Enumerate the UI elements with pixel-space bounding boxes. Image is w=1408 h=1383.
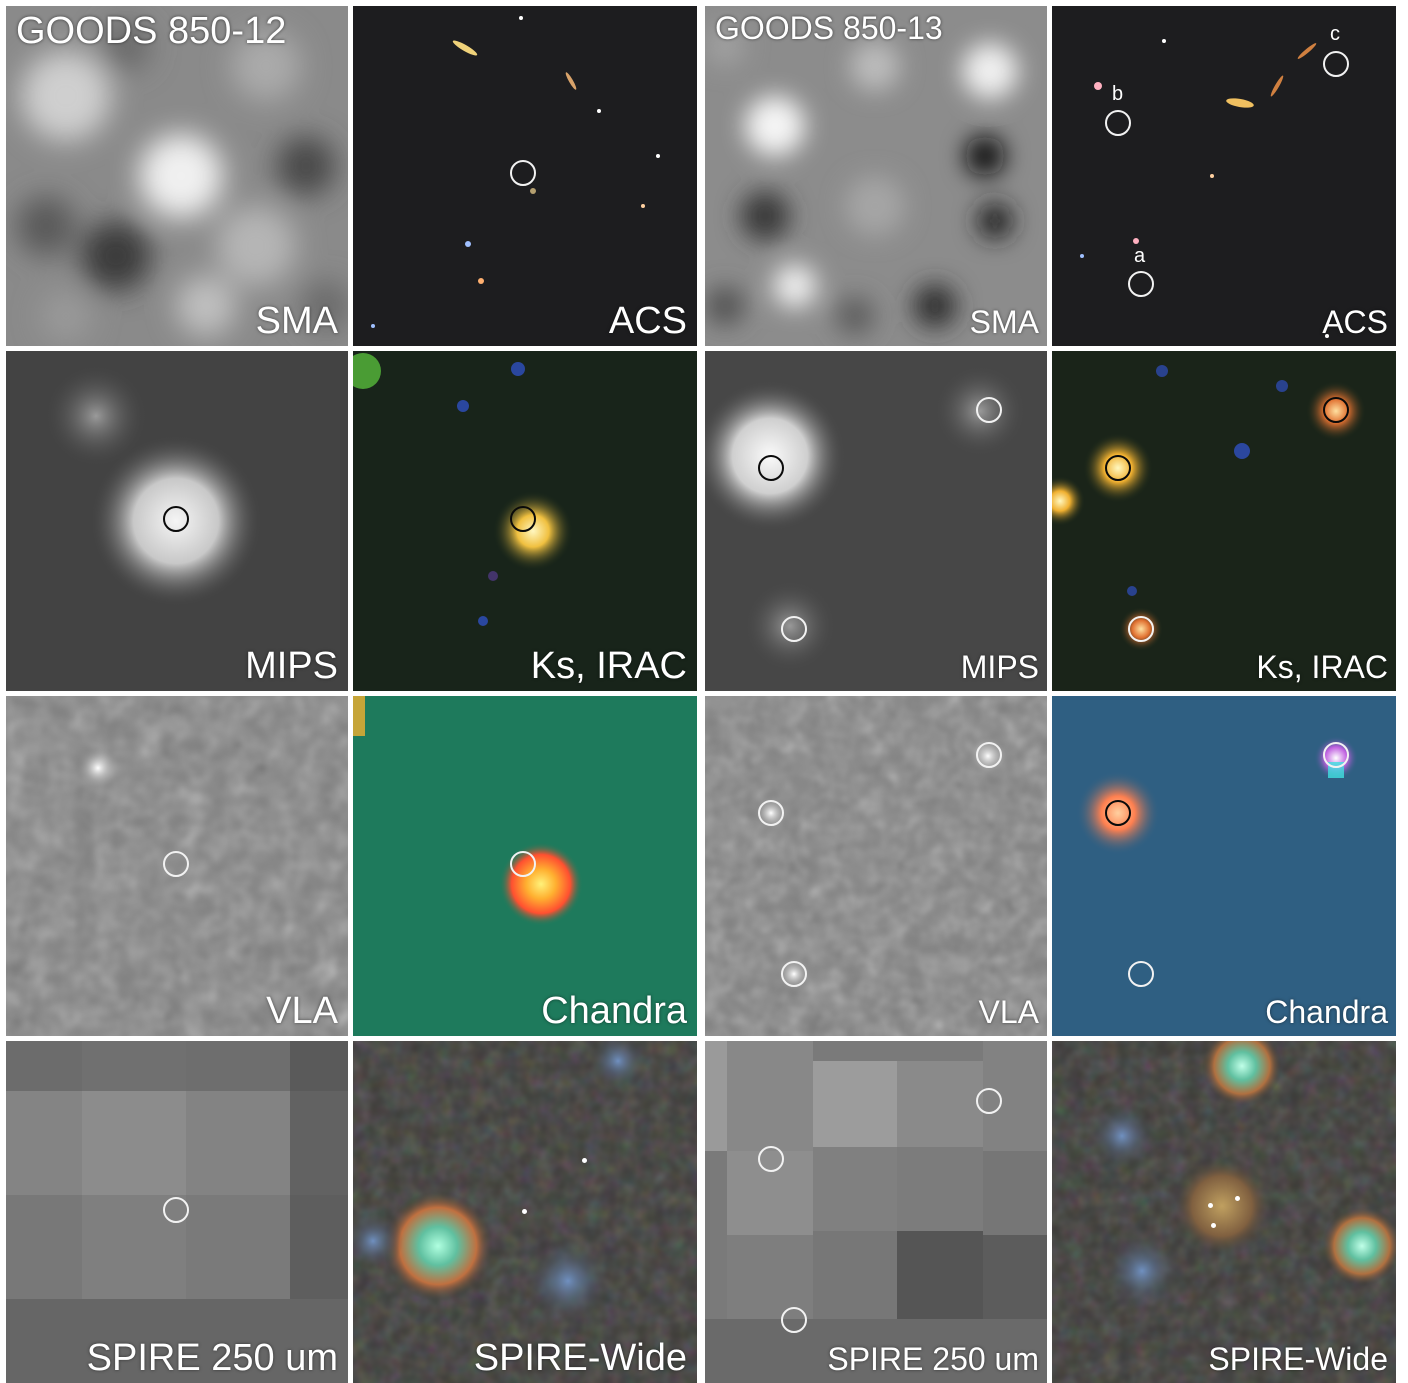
source-marker [1128, 961, 1154, 987]
panel-chandra-850-12: Chandra [353, 696, 697, 1036]
source-marker [163, 851, 189, 877]
panel-spire250-850-13: SPIRE 250 um [705, 1041, 1047, 1383]
panel-spirewide-850-12: SPIRE-Wide [353, 1041, 697, 1383]
panel-label: SPIRE 250 um [827, 1341, 1039, 1377]
panel-label: SMA [969, 304, 1039, 340]
spire250-image [705, 1041, 1047, 1383]
source-title: GOODS 850-13 [715, 10, 943, 46]
source-dot [522, 1209, 527, 1214]
source-marker [758, 1146, 784, 1172]
source-dot [1208, 1203, 1213, 1208]
panel-label: Chandra [541, 990, 687, 1032]
source-marker [1128, 616, 1154, 642]
panel-irac-850-13: Ks, IRAC [1052, 351, 1396, 691]
source-marker [976, 1088, 1002, 1114]
source-marker [510, 851, 536, 877]
panel-label: MIPS [245, 645, 338, 687]
spirewide-image [1052, 1041, 1396, 1383]
panel-mips-850-12: MIPS [6, 351, 348, 691]
panel-label: ACS [608, 300, 687, 342]
source-marker [510, 160, 536, 186]
source-marker [781, 616, 807, 642]
source-marker [1105, 455, 1131, 481]
sma-image [705, 6, 1047, 346]
source-marker [163, 506, 189, 532]
source-dot [1235, 1196, 1240, 1201]
panel-label: MIPS [960, 649, 1039, 685]
panel-sma-850-12: GOODS 850-12 SMA [6, 6, 348, 346]
source-marker [781, 1307, 807, 1333]
panel-label: VLA [978, 994, 1039, 1030]
panel-label: Ks, IRAC [530, 645, 687, 687]
source-marker [1105, 800, 1131, 826]
panel-label: SPIRE 250 um [86, 1337, 338, 1379]
source-dot [1211, 1223, 1216, 1228]
panel-chandra-850-13: Chandra [1052, 696, 1396, 1036]
panel-label: Chandra [1265, 994, 1388, 1030]
source-marker [758, 800, 784, 826]
source-title: GOODS 850-12 [16, 10, 287, 52]
source-marker-a [1128, 271, 1154, 297]
source-marker [510, 506, 536, 532]
panel-label: ACS [1322, 304, 1388, 340]
sma-image [6, 6, 348, 346]
panel-vla-850-12: VLA [6, 696, 348, 1036]
panel-label: SPIRE-Wide [473, 1337, 687, 1379]
source-marker [976, 742, 1002, 768]
panel-spirewide-850-13: SPIRE-Wide [1052, 1041, 1396, 1383]
panel-acs-850-13: b a c ACS [1052, 6, 1396, 346]
source-marker-c [1323, 51, 1349, 77]
source-marker [781, 961, 807, 987]
source-marker [1323, 742, 1349, 768]
panel-mips-850-13: MIPS [705, 351, 1047, 691]
source-marker [1323, 397, 1349, 423]
marker-label-a: a [1134, 245, 1146, 267]
vla-image [6, 696, 348, 1036]
panel-irac-850-12: Ks, IRAC [353, 351, 697, 691]
panel-spire250-850-12: SPIRE 250 um [6, 1041, 348, 1383]
panel-label: VLA [266, 990, 338, 1032]
marker-label-b: b [1112, 83, 1124, 105]
panel-label: SPIRE-Wide [1208, 1341, 1388, 1377]
panel-acs-850-12: ACS [353, 6, 697, 346]
panel-vla-850-13: VLA [705, 696, 1047, 1036]
source-dot [582, 1158, 587, 1163]
panel-sma-850-13: GOODS 850-13 SMA [705, 6, 1047, 346]
irac-image [353, 351, 697, 691]
source-marker [163, 1197, 189, 1223]
panel-label: SMA [255, 300, 338, 342]
source-marker [976, 397, 1002, 423]
panel-label: Ks, IRAC [1256, 649, 1388, 685]
marker-label-c: c [1330, 23, 1340, 45]
source-marker [758, 455, 784, 481]
source-marker-b [1105, 110, 1131, 136]
